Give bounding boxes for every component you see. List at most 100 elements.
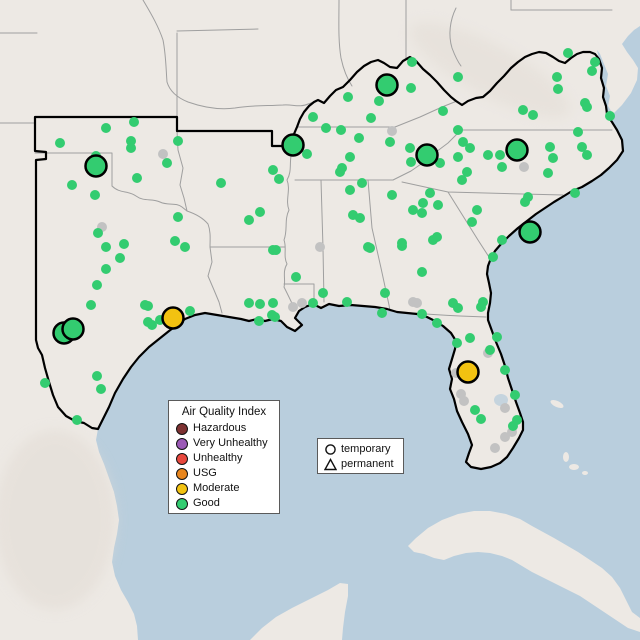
station-marker-good[interactable] (553, 84, 563, 94)
station-marker-good[interactable] (453, 152, 463, 162)
station-marker-good[interactable] (101, 123, 111, 133)
station-marker-good[interactable] (406, 157, 416, 167)
station-marker-good[interactable] (366, 113, 376, 123)
station-marker-good[interactable] (342, 297, 352, 307)
station-marker-good[interactable] (101, 242, 111, 252)
station-marker-good[interactable] (216, 178, 226, 188)
station-marker-good[interactable] (488, 252, 498, 262)
station-marker-good[interactable] (162, 158, 172, 168)
station-marker-good[interactable] (508, 421, 518, 431)
station-marker-good[interactable] (72, 415, 82, 425)
station-marker-good[interactable] (345, 152, 355, 162)
inactive-station-marker[interactable] (459, 396, 469, 406)
inactive-station-marker[interactable] (387, 126, 397, 136)
station-marker-good[interactable] (96, 384, 106, 394)
station-marker-good[interactable] (380, 288, 390, 298)
city-station-marker-moderate[interactable] (456, 360, 480, 384)
station-marker-good[interactable] (417, 267, 427, 277)
station-marker-good[interactable] (432, 232, 442, 242)
inactive-station-marker[interactable] (158, 149, 168, 159)
station-marker-good[interactable] (55, 138, 65, 148)
station-marker-good[interactable] (274, 174, 284, 184)
station-marker-good[interactable] (417, 208, 427, 218)
station-marker-good[interactable] (355, 213, 365, 223)
station-marker-good[interactable] (336, 125, 346, 135)
station-marker-good[interactable] (452, 338, 462, 348)
station-marker-good[interactable] (119, 239, 129, 249)
station-marker-good[interactable] (457, 175, 467, 185)
inactive-station-marker[interactable] (297, 298, 307, 308)
station-marker-good[interactable] (470, 405, 480, 415)
station-marker-good[interactable] (308, 112, 318, 122)
station-marker-good[interactable] (510, 390, 520, 400)
station-marker-good[interactable] (476, 414, 486, 424)
station-marker-good[interactable] (397, 238, 407, 248)
station-marker-good[interactable] (170, 236, 180, 246)
station-marker-good[interactable] (291, 272, 301, 282)
station-marker-good[interactable] (115, 253, 125, 263)
station-marker-good[interactable] (254, 316, 264, 326)
inactive-station-marker[interactable] (519, 162, 529, 172)
city-station-marker-good[interactable] (281, 133, 305, 157)
station-marker-good[interactable] (337, 163, 347, 173)
station-marker-good[interactable] (129, 117, 139, 127)
inactive-station-marker[interactable] (500, 403, 510, 413)
station-marker-good[interactable] (302, 149, 312, 159)
station-marker-good[interactable] (408, 205, 418, 215)
station-marker-good[interactable] (582, 150, 592, 160)
station-marker-good[interactable] (173, 136, 183, 146)
station-marker-good[interactable] (465, 333, 475, 343)
station-marker-good[interactable] (453, 72, 463, 82)
station-marker-good[interactable] (180, 242, 190, 252)
station-marker-good[interactable] (472, 205, 482, 215)
station-marker-good[interactable] (92, 280, 102, 290)
station-marker-good[interactable] (425, 188, 435, 198)
station-marker-good[interactable] (255, 299, 265, 309)
station-marker-good[interactable] (405, 143, 415, 153)
station-marker-good[interactable] (345, 185, 355, 195)
station-marker-good[interactable] (418, 198, 428, 208)
station-marker-good[interactable] (244, 298, 254, 308)
station-marker-good[interactable] (570, 188, 580, 198)
station-marker-good[interactable] (377, 308, 387, 318)
station-marker-good[interactable] (497, 235, 507, 245)
station-marker-good[interactable] (67, 180, 77, 190)
station-marker-good[interactable] (140, 300, 150, 310)
station-marker-good[interactable] (497, 162, 507, 172)
station-marker-good[interactable] (406, 83, 416, 93)
station-marker-good[interactable] (433, 200, 443, 210)
station-marker-good[interactable] (365, 243, 375, 253)
station-marker-good[interactable] (453, 125, 463, 135)
station-marker-good[interactable] (308, 298, 318, 308)
station-marker-good[interactable] (270, 312, 280, 322)
city-station-marker-good[interactable] (415, 143, 439, 167)
station-marker-good[interactable] (126, 143, 136, 153)
station-marker-good[interactable] (101, 264, 111, 274)
station-marker-good[interactable] (387, 190, 397, 200)
station-marker-good[interactable] (587, 66, 597, 76)
station-marker-good[interactable] (590, 57, 600, 67)
station-marker-good[interactable] (255, 207, 265, 217)
station-marker-good[interactable] (40, 378, 50, 388)
station-marker-good[interactable] (563, 48, 573, 58)
station-marker-good[interactable] (543, 168, 553, 178)
inactive-station-marker[interactable] (500, 432, 510, 442)
station-marker-good[interactable] (173, 212, 183, 222)
station-marker-good[interactable] (492, 332, 502, 342)
station-marker-good[interactable] (573, 127, 583, 137)
station-marker-good[interactable] (132, 173, 142, 183)
city-station-marker-good[interactable] (505, 138, 529, 162)
station-marker-good[interactable] (432, 318, 442, 328)
station-marker-good[interactable] (518, 105, 528, 115)
station-marker-good[interactable] (520, 197, 530, 207)
station-marker-good[interactable] (90, 190, 100, 200)
station-marker-good[interactable] (548, 153, 558, 163)
inactive-station-marker[interactable] (288, 302, 298, 312)
station-marker-good[interactable] (357, 178, 367, 188)
station-marker-good[interactable] (483, 150, 493, 160)
station-marker-good[interactable] (467, 217, 477, 227)
inactive-station-marker[interactable] (315, 242, 325, 252)
station-marker-good[interactable] (478, 297, 488, 307)
